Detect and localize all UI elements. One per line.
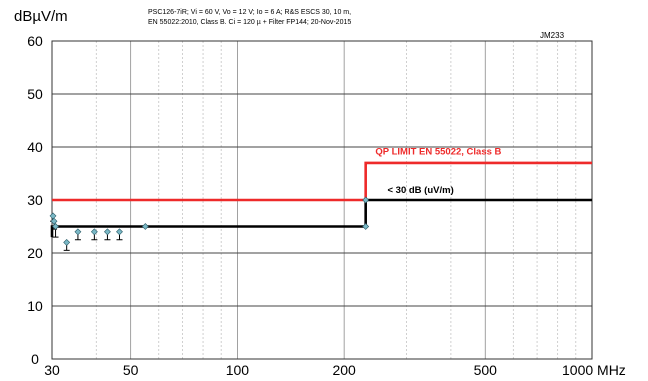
qp-limit-line xyxy=(52,161,592,202)
chart-subtitle-line-2: EN 55022:2010, Class B. Ci = 120 µ + Fil… xyxy=(148,19,352,26)
data-point xyxy=(50,217,58,225)
axis-labels: 0 10 20 30 40 50 60 30 50 100 200 500 1000 MHz xyxy=(27,33,626,378)
y-tick-label: 30 xyxy=(27,192,43,208)
data-point xyxy=(141,223,149,230)
chart-subtitle-line-1: PSC126-7iR; Vi = 60 V, Vo = 12 V; Io = 6… xyxy=(148,9,352,16)
y-tick-label: 10 xyxy=(27,298,43,314)
x-tick-label: 200 xyxy=(332,362,356,378)
limit-lines: QP LIMIT EN 55022, Class B < 30 dB (uV/m) xyxy=(50,146,592,238)
data-point xyxy=(90,228,98,236)
x-tick-label: 100 xyxy=(226,362,250,378)
y-tick-label: 20 xyxy=(27,245,43,261)
y-tick-label: 60 xyxy=(27,33,43,49)
data-point xyxy=(52,223,59,230)
y-tick-label: 0 xyxy=(31,351,39,367)
x-tick-label: 500 xyxy=(474,362,498,378)
chart-reference-code: JM233 xyxy=(540,31,565,40)
y-axis-unit-label: dBµV/m xyxy=(14,8,68,25)
data-point xyxy=(104,228,111,236)
x-tick-label: 50 xyxy=(123,362,139,378)
data-point xyxy=(63,238,71,246)
measurement-points xyxy=(49,196,370,251)
data-point xyxy=(362,223,370,230)
threshold-label: < 30 dB (uV/m) xyxy=(387,185,453,196)
x-tick-label: 30 xyxy=(44,362,60,378)
data-point xyxy=(362,196,370,204)
x-tick-label: 1000 MHz xyxy=(562,362,626,378)
qp-limit-label: QP LIMIT EN 55022, Class B xyxy=(375,146,501,157)
data-point xyxy=(116,228,123,236)
y-tick-label: 50 xyxy=(27,86,43,102)
data-point xyxy=(74,228,82,236)
data-point xyxy=(49,212,57,220)
y-tick-label: 40 xyxy=(27,139,43,155)
threshold-line xyxy=(50,198,592,238)
